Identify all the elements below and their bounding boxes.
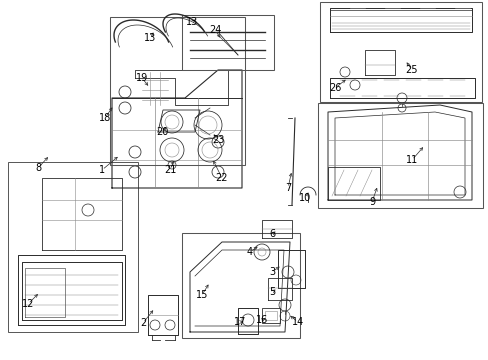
Bar [8, 162, 138, 332]
Text: 6: 6 [268, 229, 274, 239]
Bar [110, 17, 244, 165]
Text: 26: 26 [328, 83, 341, 93]
Text: 12: 12 [22, 299, 34, 309]
Text: 25: 25 [405, 65, 417, 75]
Text: 20: 20 [156, 127, 168, 137]
Text: 18: 18 [99, 113, 111, 123]
Text: 21: 21 [163, 165, 176, 175]
Text: 15: 15 [195, 290, 208, 300]
Bar [317, 103, 482, 208]
Text: 7: 7 [285, 183, 290, 193]
Text: 10: 10 [298, 193, 310, 203]
Text: 11: 11 [405, 155, 417, 165]
Text: 2: 2 [140, 318, 146, 328]
Text: 14: 14 [291, 317, 304, 327]
Text: 13: 13 [143, 33, 156, 43]
Text: 8: 8 [35, 163, 41, 173]
Text: 13: 13 [185, 17, 198, 27]
Bar [319, 2, 481, 102]
Text: 17: 17 [233, 317, 245, 327]
Text: 24: 24 [208, 25, 221, 35]
Text: 5: 5 [268, 287, 275, 297]
Text: 16: 16 [255, 315, 267, 325]
Bar [264, 311, 276, 320]
Text: 3: 3 [268, 267, 274, 277]
Bar [262, 308, 280, 323]
Bar [182, 233, 299, 338]
Text: 9: 9 [368, 197, 374, 207]
Text: 22: 22 [215, 173, 228, 183]
Text: 19: 19 [136, 73, 148, 83]
Bar [182, 15, 273, 70]
Text: 23: 23 [211, 135, 224, 145]
Text: 4: 4 [246, 247, 253, 257]
Text: 1: 1 [99, 165, 105, 175]
